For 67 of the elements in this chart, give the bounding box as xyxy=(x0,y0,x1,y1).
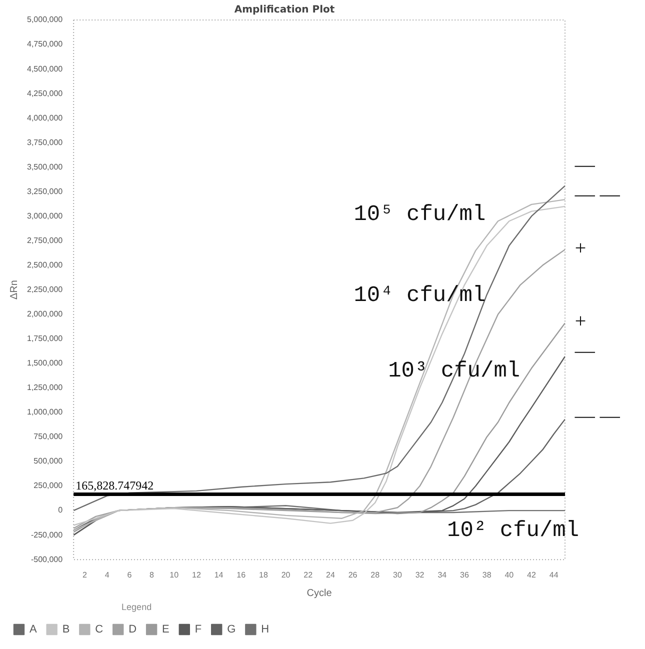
text: + xyxy=(574,238,586,260)
y-tick-label: 250,000 xyxy=(34,481,64,490)
text: — — xyxy=(574,184,621,206)
y-tick-label: -250,000 xyxy=(30,530,64,540)
y-tick-label: 750,000 xyxy=(34,432,64,442)
x-tick-label: 44 xyxy=(549,570,559,580)
y-axis-title: ΔRn xyxy=(8,280,20,300)
y-tick-label: 1,250,000 xyxy=(26,383,64,392)
x-tick-label: 28 xyxy=(370,570,380,580)
ref-line-label: 165,828.747942 xyxy=(76,478,154,492)
annotation: 10⁴ cfu/ml xyxy=(354,283,486,308)
x-tick-label: 20 xyxy=(281,570,291,580)
x-tick-label: 36 xyxy=(460,570,470,580)
legend-label: C xyxy=(95,624,104,636)
y-tick-label: 5,000,000 xyxy=(26,15,64,24)
legend-label: D xyxy=(128,624,137,636)
x-tick-label: 32 xyxy=(415,570,425,580)
y-tick-label: 3,000,000 xyxy=(26,211,64,220)
x-tick-label: 40 xyxy=(504,570,514,580)
text: — xyxy=(574,154,596,176)
y-tick-label: 1,500,000 xyxy=(26,358,64,368)
y-tick-label: 0 xyxy=(58,506,64,515)
y-tick-label: 1,750,000 xyxy=(26,334,64,344)
y-tick-label: 2,500,000 xyxy=(26,260,64,270)
y-tick-label: 500,000 xyxy=(34,456,64,466)
legend-label: G xyxy=(227,624,236,636)
x-tick-label: 2 xyxy=(82,570,88,580)
y-tick-label: 4,250,000 xyxy=(26,88,64,98)
x-tick-label: 30 xyxy=(393,570,402,580)
y-tick-label: 3,500,000 xyxy=(26,162,64,172)
y-tick-label: 2,750,000 xyxy=(26,236,64,245)
legend-title: Legend xyxy=(122,602,152,612)
y-tick-label: 4,500,000 xyxy=(26,64,64,74)
x-tick-label: 38 xyxy=(482,570,492,580)
x-tick-label: 24 xyxy=(326,570,336,580)
chart-title: Amplification Plot xyxy=(234,4,335,16)
x-tick-label: 16 xyxy=(236,570,246,580)
y-tick-label: 4,750,000 xyxy=(26,40,64,49)
x-tick-label: 34 xyxy=(438,570,448,580)
x-tick-label: 26 xyxy=(348,570,358,580)
y-tick-label: 3,250,000 xyxy=(26,186,64,196)
legend-label: B xyxy=(62,624,70,636)
x-tick-label: 8 xyxy=(150,570,155,580)
x-tick-label: 12 xyxy=(192,570,202,580)
text: — xyxy=(574,340,596,362)
annotation: 10⁵ cfu/ml xyxy=(354,202,486,228)
y-tick-label: 2,250,000 xyxy=(26,285,64,294)
text: — — xyxy=(574,404,621,427)
x-tick-label: 18 xyxy=(259,570,268,580)
legend-label: H xyxy=(261,624,270,636)
x-tick-label: 4 xyxy=(104,570,110,580)
y-tick-label: 3,750,000 xyxy=(26,138,64,147)
y-tick-label: 1,000,000 xyxy=(26,408,64,417)
y-tick-label: -500,000 xyxy=(30,554,64,564)
y-tick-label: 4,000,000 xyxy=(26,113,64,122)
x-axis-title: Cycle xyxy=(306,588,332,599)
legend-label: E xyxy=(162,624,170,636)
text: + xyxy=(574,310,586,332)
x-tick-label: 14 xyxy=(214,570,224,580)
x-tick-label: 10 xyxy=(170,570,180,580)
x-tick-label: 6 xyxy=(127,570,132,580)
x-tick-label: 22 xyxy=(304,570,314,580)
legend-label: A xyxy=(30,624,38,636)
y-tick-label: 2,000,000 xyxy=(26,310,64,319)
x-tick-label: 42 xyxy=(527,570,536,580)
annotation: 10² cfu/ml xyxy=(447,518,580,543)
legend-label: F xyxy=(194,624,202,636)
